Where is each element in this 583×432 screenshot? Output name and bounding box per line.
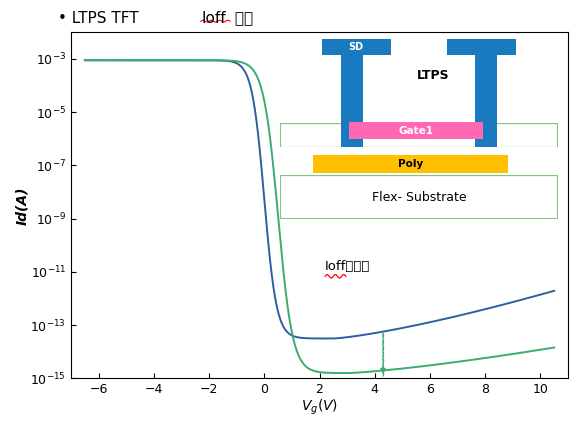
Text: Ioff债降低: Ioff债降低	[325, 260, 370, 273]
Text: • LTPS TFT: • LTPS TFT	[58, 11, 144, 26]
Text: 降低: 降低	[230, 11, 254, 26]
Text: Ioff: Ioff	[201, 11, 226, 26]
Y-axis label: Id(A): Id(A)	[15, 186, 29, 225]
X-axis label: $V_{g}(V)$: $V_{g}(V)$	[301, 398, 338, 417]
